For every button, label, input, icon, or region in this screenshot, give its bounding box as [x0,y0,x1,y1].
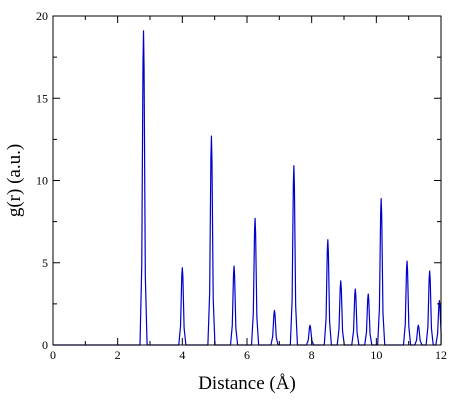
y-tick-label: 20 [36,9,48,23]
x-tick-label: 10 [370,348,382,362]
x-tick-label: 0 [50,348,56,362]
x-tick-label: 12 [435,348,447,362]
x-axis-title: Distance (Å) [198,373,296,394]
x-axis: 0 2 4 6 8 10 12 [50,16,447,362]
y-tick-label: 5 [42,256,48,270]
x-tick-label: 6 [244,348,250,362]
y-tick-label: 10 [36,174,48,188]
x-tick-label: 4 [179,348,185,362]
x-tick-label: 2 [115,348,121,362]
plot-series [53,30,442,346]
x-tick-label: 8 [309,348,315,362]
y-tick-label: 15 [36,91,48,105]
y-axis-title: g(r) (a.u.) [4,144,25,217]
series-line-0 [53,30,442,346]
y-tick-label: 0 [42,338,48,352]
y-axis: 0 5 10 15 20 [36,9,441,352]
